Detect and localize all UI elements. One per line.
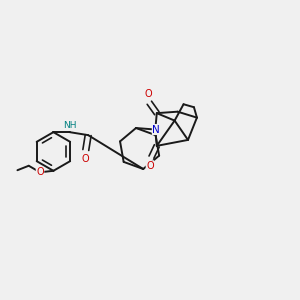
Text: O: O (144, 89, 152, 99)
Text: NH: NH (63, 121, 76, 130)
Text: O: O (82, 154, 90, 164)
Text: O: O (146, 161, 154, 171)
Text: N: N (152, 124, 160, 134)
Text: O: O (36, 167, 44, 177)
